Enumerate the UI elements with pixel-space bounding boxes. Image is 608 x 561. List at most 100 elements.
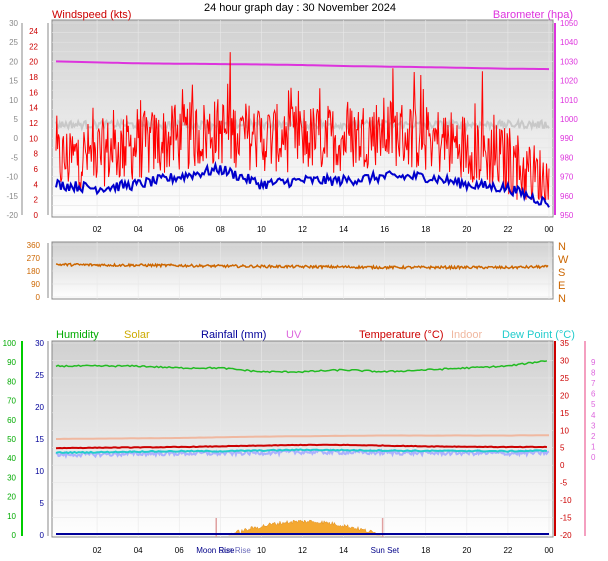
rainfall-tick-label: 0 bbox=[40, 531, 45, 540]
humidity-tick-label: 100 bbox=[3, 339, 17, 348]
temp-legend: Humidity Solar Rainfall (mm) UV Temperature … bbox=[56, 329, 575, 341]
wind-x-tick-label: 00 bbox=[545, 225, 554, 234]
temp-x-tick-label: 18 bbox=[421, 546, 430, 555]
temperature-series-line bbox=[55, 443, 548, 450]
wind-x-tick-label: 02 bbox=[93, 225, 102, 234]
humidity-tick-label: 20 bbox=[7, 493, 16, 502]
solar-series-area bbox=[228, 519, 381, 536]
legend-entry: Temperature (°C) bbox=[359, 329, 443, 341]
wind-left-outer-ticks: 30 25 20 15 10 5 0 -5 -10 -15 -20 bbox=[6, 19, 18, 220]
direction-grid bbox=[52, 242, 553, 299]
direction-tick-label: 180 bbox=[27, 267, 41, 276]
rainfall-tick-label: 15 bbox=[35, 435, 44, 444]
wind-left-inner-tick-label: 10 bbox=[29, 134, 38, 143]
wind-x-tick-label: 06 bbox=[175, 225, 184, 234]
wind-x-tick-label: 22 bbox=[503, 225, 512, 234]
wind-left-outer-tick-label: 15 bbox=[9, 77, 18, 86]
dewpoint-series-line bbox=[55, 448, 548, 455]
wind-left-outer-tick-label: -15 bbox=[6, 192, 18, 201]
wind-left-outer-tick-label: -20 bbox=[6, 211, 18, 220]
temp-x-tick-label: 22 bbox=[503, 546, 512, 555]
compass-label: W bbox=[558, 254, 569, 266]
temperature-tick-label: -5 bbox=[560, 479, 568, 488]
humidity-tick-label: 10 bbox=[7, 512, 16, 521]
wind-left-inner-tick-label: 2 bbox=[34, 196, 39, 205]
rainfall-tick-label: 5 bbox=[40, 499, 45, 508]
uv-tick-label: 4 bbox=[591, 411, 596, 420]
wind-x-tick-label: 16 bbox=[380, 225, 389, 234]
wind-left-inner-tick-label: 6 bbox=[34, 165, 39, 174]
wind-left-inner-tick-label: 16 bbox=[29, 88, 38, 97]
temp-x-tick-label: 14 bbox=[339, 546, 348, 555]
wind-x-tick-label: 10 bbox=[257, 225, 266, 234]
rainfall-tick-label: 10 bbox=[35, 467, 44, 476]
temperature-tick-label: 0 bbox=[560, 461, 565, 470]
legend-entry: Indoor bbox=[451, 329, 483, 341]
humidity-series-line bbox=[55, 360, 548, 374]
temperature-tick-label: 30 bbox=[560, 356, 569, 365]
barometer-tick-label: 990 bbox=[560, 134, 574, 143]
barometer-series-line bbox=[55, 60, 550, 71]
dewpoint-trace-line bbox=[55, 447, 550, 460]
wind-left-inner-tick-label: 22 bbox=[29, 42, 38, 51]
temperature-tick-label: 20 bbox=[560, 391, 569, 400]
legend-entry: Rainfall (mm) bbox=[201, 329, 266, 341]
wind-left-inner-tick-label: 8 bbox=[34, 150, 39, 159]
uv-tick-label: 0 bbox=[591, 453, 596, 462]
wind-left-inner-tick-label: 0 bbox=[34, 211, 39, 220]
uv-tick-label: 9 bbox=[591, 358, 596, 367]
rainfall-tick-label: 20 bbox=[35, 403, 44, 412]
temperature-tick-label: 15 bbox=[560, 409, 569, 418]
wind-left-inner-tick-label: 24 bbox=[29, 27, 38, 36]
wind-x-tick-label: 20 bbox=[462, 225, 471, 234]
barometer-axis-title: Barometer (hpa) bbox=[493, 9, 573, 21]
temp-x-ticks: 02 04 06 10 12 14 18 20 22 00 bbox=[93, 546, 554, 555]
temperature-tick-label: -15 bbox=[560, 514, 572, 523]
temperature-tick-label: 35 bbox=[560, 339, 569, 348]
windspeed-series-line bbox=[55, 52, 550, 201]
graph-title: 24 hour graph day : 30 November 2024 bbox=[204, 2, 396, 14]
uv-tick-label: 5 bbox=[591, 400, 596, 409]
temp-x-tick-label: 02 bbox=[93, 546, 102, 555]
barometer-tick-label: 960 bbox=[560, 192, 574, 201]
temperature-ticks: 35 30 25 20 15 10 5 0 -5 -10 -15 -20 bbox=[560, 339, 572, 540]
direction-series-line bbox=[55, 262, 549, 271]
humidity-tick-label: 0 bbox=[12, 531, 17, 540]
barometer-tick-label: 1020 bbox=[560, 77, 578, 86]
wind-left-outer-tick-label: -10 bbox=[6, 173, 18, 182]
rainfall-tick-label: 25 bbox=[35, 371, 44, 380]
wind-x-tick-label: 08 bbox=[216, 225, 225, 234]
wind-left-inner-tick-label: 4 bbox=[34, 180, 39, 189]
windspeed-axis-title: Windspeed (kts) bbox=[52, 9, 131, 21]
temp-x-tick-label: 20 bbox=[462, 546, 471, 555]
temperature-tick-label: -20 bbox=[560, 531, 572, 540]
barometer-tick-label: 1040 bbox=[560, 38, 578, 47]
compass-label: N bbox=[558, 241, 566, 253]
humidity-tick-label: 40 bbox=[7, 454, 16, 463]
barometer-tick-label: 1000 bbox=[560, 115, 578, 124]
wind-left-inner-tick-label: 12 bbox=[29, 119, 38, 128]
uv-tick-label: 1 bbox=[591, 442, 596, 451]
wind-x-tick-label: 18 bbox=[421, 225, 430, 234]
wind-average-series-line bbox=[55, 160, 550, 208]
direction-left-ticks: 360 270 180 90 0 bbox=[27, 241, 41, 302]
rainfall-tick-label: 30 bbox=[35, 339, 44, 348]
wind-left-outer-tick-label: 30 bbox=[9, 19, 18, 28]
legend-entry: Solar bbox=[124, 329, 150, 341]
wind-pressure-panel: Windspeed (kts) Barometer (hpa) 30252015… bbox=[6, 9, 578, 234]
wind-x-tick-label: 04 bbox=[134, 225, 143, 234]
wind-left-inner-tick-label: 14 bbox=[29, 104, 38, 113]
wind-x-ticks: 02 04 06 08 10 12 14 16 18 20 22 00 bbox=[93, 225, 554, 234]
wind-left-outer-tick-label: 25 bbox=[9, 38, 18, 47]
wind-left-inner-tick-label: 20 bbox=[29, 58, 38, 67]
uv-tick-label: 8 bbox=[591, 369, 596, 378]
sunset-label: Sun Set bbox=[371, 546, 400, 555]
humidity-tick-label: 70 bbox=[7, 397, 16, 406]
temp-grid bbox=[52, 341, 553, 537]
legend-entry: Humidity bbox=[56, 329, 99, 341]
wind-x-tick-label: 14 bbox=[339, 225, 348, 234]
